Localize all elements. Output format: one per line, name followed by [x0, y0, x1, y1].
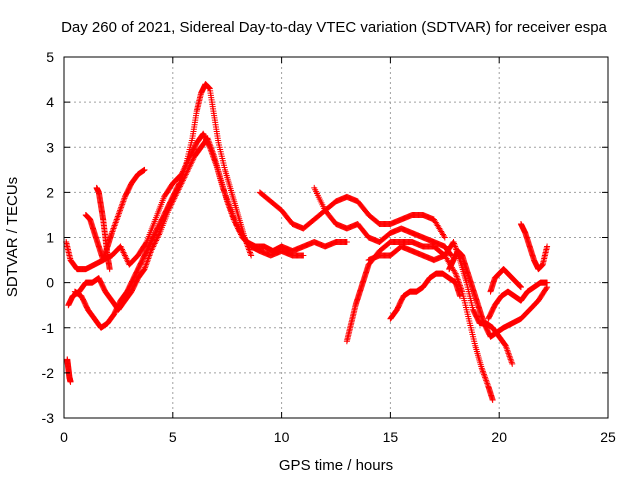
y-tick-label: 4 [46, 94, 54, 110]
y-tick-label: -2 [42, 365, 55, 381]
x-tick-label: 25 [600, 429, 616, 445]
data-point [141, 166, 148, 173]
series-track-8 [343, 239, 496, 403]
data-point [543, 285, 550, 292]
x-tick-label: 15 [383, 429, 399, 445]
y-tick-label: 1 [46, 230, 54, 246]
y-tick-labels: -3 -2 -1 0 1 2 3 4 5 [42, 49, 55, 426]
data-points [63, 81, 551, 403]
data-point [106, 266, 113, 273]
y-tick-label: 2 [46, 184, 54, 200]
data-point [447, 251, 454, 258]
series-track-6 [256, 189, 448, 241]
x-tick-label: 10 [274, 429, 290, 445]
data-point [300, 252, 307, 259]
series-track-12 [485, 279, 551, 322]
data-point [248, 252, 255, 259]
y-tick-label: 0 [46, 275, 54, 291]
y-tick-label: 5 [46, 49, 54, 65]
data-point [517, 284, 524, 291]
data-point [343, 239, 350, 246]
series-track-3 [71, 81, 255, 331]
data-point [457, 293, 464, 300]
series-track-15 [64, 356, 74, 385]
data-point [509, 360, 516, 367]
grid-lines [64, 57, 608, 418]
data-point [67, 378, 74, 385]
y-tick-label: 3 [46, 139, 54, 155]
data-point [489, 396, 496, 403]
data-point [175, 181, 182, 188]
data-point [441, 234, 448, 241]
y-tick-label: -3 [42, 410, 55, 426]
series-track-10 [387, 270, 464, 322]
data-point [544, 279, 551, 286]
series-track-5 [93, 184, 113, 273]
axis-ticks [63, 56, 609, 419]
data-point [544, 243, 551, 250]
y-axis-title: SDTVAR / TECUs [4, 177, 21, 297]
series-track-13 [487, 266, 524, 295]
series-track-11 [446, 248, 551, 340]
x-tick-labels: 0 5 10 15 20 25 [60, 429, 616, 445]
chart-title: Day 260 of 2021, Sidereal Day-to-day VTE… [61, 19, 607, 36]
series-track-14 [517, 220, 551, 273]
x-tick-label: 5 [169, 429, 177, 445]
y-tick-label: -1 [42, 320, 55, 336]
x-tick-label: 0 [60, 429, 68, 445]
x-axis-title: GPS time / hours [279, 457, 393, 474]
x-tick-label: 20 [491, 429, 507, 445]
